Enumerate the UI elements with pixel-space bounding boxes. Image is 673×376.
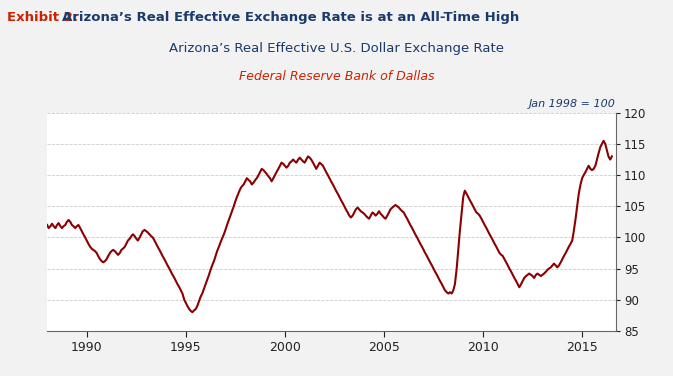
Text: Arizona’s Real Effective Exchange Rate is at an All-Time High: Arizona’s Real Effective Exchange Rate i… [62, 11, 519, 24]
Text: Exhibit 2:: Exhibit 2: [7, 11, 83, 24]
Text: Federal Reserve Bank of Dallas: Federal Reserve Bank of Dallas [239, 70, 434, 83]
Text: Jan 1998 = 100: Jan 1998 = 100 [529, 99, 616, 109]
Text: Arizona’s Real Effective U.S. Dollar Exchange Rate: Arizona’s Real Effective U.S. Dollar Exc… [169, 41, 504, 55]
